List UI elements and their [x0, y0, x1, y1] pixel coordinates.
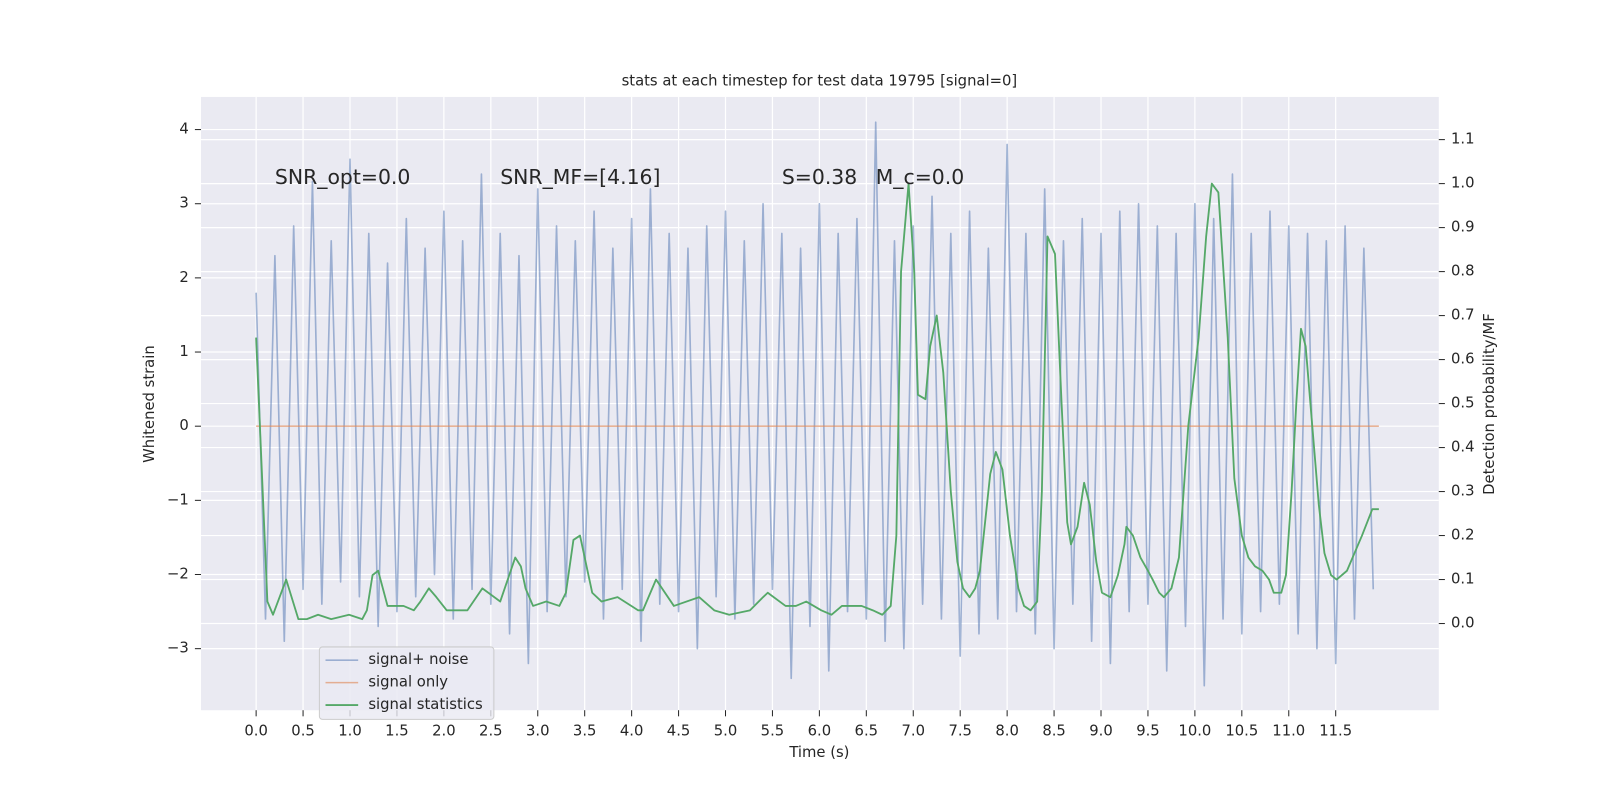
series-line — [255, 182, 1379, 621]
legend-label: signal+ noise — [368, 651, 468, 668]
y2-tick-label: 0.9 — [1451, 219, 1475, 236]
y2-tick-label: 0.2 — [1451, 527, 1475, 544]
y2-tick-label: 0.0 — [1451, 615, 1475, 632]
chart-title: stats at each timestep for test data 197… — [622, 73, 1018, 90]
y2-tick-label: 0.5 — [1451, 395, 1475, 412]
y-tick-label: 4 — [179, 121, 188, 138]
x-tick-label: 5.5 — [761, 723, 785, 740]
y2-tick-label: 0.8 — [1451, 263, 1475, 280]
y2-tick-label: 1.1 — [1451, 131, 1475, 148]
y2-tick-label: 0.3 — [1451, 483, 1475, 500]
x-tick-label: 4.0 — [620, 723, 644, 740]
grid — [201, 96, 1439, 711]
legend-label: signal only — [368, 674, 448, 691]
x-tick-label: 0.5 — [291, 723, 315, 740]
y-axis-label: Whitened strain — [141, 345, 158, 463]
y2-axis-label: Detection probability/MF — [1481, 313, 1498, 495]
x-tick-label: 6.5 — [855, 723, 879, 740]
x-tick-label: 2.0 — [432, 723, 456, 740]
y2-tick-label: 0.6 — [1451, 351, 1475, 368]
y-tick-label: −3 — [167, 640, 189, 657]
x-tick-label: 1.5 — [385, 723, 409, 740]
y-tick-label: −2 — [167, 565, 189, 582]
x-tick-label: 0.0 — [244, 723, 268, 740]
x-tick-label: 11.0 — [1272, 723, 1305, 740]
y2-tick-label: 0.1 — [1451, 571, 1475, 588]
y2-tick-label: 0.4 — [1451, 439, 1475, 456]
labels: 0.0 0.5 1.0 1.5 2.0 2.5 3.0 3.5 4.0 4.5 5.0 5.5 6.0 6… — [167, 121, 1475, 740]
annotation: SNR_MF=[4.16] — [500, 165, 660, 190]
y-tick-label: 0 — [179, 417, 188, 434]
marks — [255, 121, 1379, 687]
y-tick-label: −1 — [167, 491, 189, 508]
x-tick-label: 7.5 — [948, 723, 972, 740]
y-tick-label: 2 — [179, 269, 188, 286]
x-tick-label: 8.0 — [995, 723, 1019, 740]
y2-tick-label: 0.7 — [1451, 307, 1475, 324]
series-line — [255, 121, 1375, 687]
x-tick-label: 7.0 — [901, 723, 925, 740]
annotation: SNR_opt=0.0 — [275, 165, 411, 190]
y-tick-label: 1 — [179, 343, 188, 360]
x-tick-label: 10.5 — [1225, 723, 1258, 740]
annotation: S=0.38 — [782, 165, 857, 189]
legend-box — [318, 646, 495, 720]
x-tick-label: 4.5 — [667, 723, 691, 740]
x-axis-label: Time (s) — [788, 744, 849, 761]
x-tick-label: 9.0 — [1089, 723, 1113, 740]
annotation: M_c=0.0 — [876, 165, 965, 190]
x-tick-label: 9.5 — [1136, 723, 1160, 740]
legend-label: signal statistics — [368, 696, 482, 713]
x-tick-label: 10.0 — [1178, 723, 1211, 740]
x-tick-label: 5.0 — [714, 723, 738, 740]
x-tick-label: 3.0 — [526, 723, 550, 740]
y-tick-label: 3 — [179, 195, 188, 212]
y2-tick-label: 1.0 — [1451, 175, 1475, 192]
x-tick-label: 1.0 — [338, 723, 362, 740]
x-tick-label: 3.5 — [573, 723, 597, 740]
x-tick-label: 8.5 — [1042, 723, 1066, 740]
x-tick-label: 6.0 — [808, 723, 832, 740]
x-tick-label: 11.5 — [1319, 723, 1352, 740]
x-tick-label: 2.5 — [479, 723, 503, 740]
